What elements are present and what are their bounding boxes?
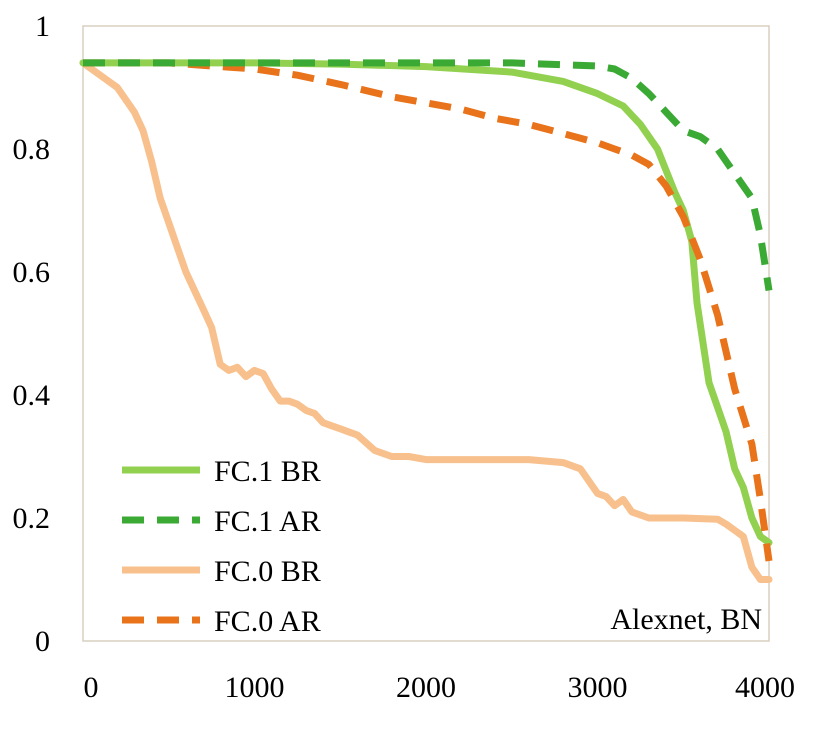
x-tick-label: 3000 <box>568 671 628 704</box>
series-line-fc-1-br <box>79 59 773 547</box>
x-tick-label: 4000 <box>735 671 795 704</box>
y-tick-label: 0.6 <box>13 256 51 289</box>
chart-annotation: Alexnet, BN <box>610 603 762 636</box>
y-tick-label: 0.8 <box>13 133 51 166</box>
series-line-fc-0-br <box>79 59 773 583</box>
series-line-fc-0-ar <box>83 59 773 562</box>
legend-label: FC.1 AR <box>214 505 321 538</box>
x-axis: 0 1000 2000 3000 4000 <box>84 671 796 704</box>
legend-label: FC.0 BR <box>214 555 321 588</box>
y-tick-label: 0.2 <box>13 502 51 535</box>
legend-label: FC.1 BR <box>214 455 321 488</box>
y-tick-label: 1 <box>35 10 50 43</box>
x-tick-label: 0 <box>84 671 99 704</box>
legend: FC.1 BR FC.1 AR FC.0 BR FC.0 AR <box>122 455 321 638</box>
x-tick-label: 1000 <box>225 671 285 704</box>
y-tick-label: 0 <box>35 625 50 658</box>
series-layer <box>79 59 773 583</box>
y-tick-label: 0.4 <box>13 379 51 412</box>
plot-area-border <box>82 25 770 642</box>
legend-label: FC.0 AR <box>214 605 321 638</box>
y-axis: 0 0.2 0.4 0.6 0.8 1 <box>13 10 51 658</box>
x-tick-label: 2000 <box>396 671 456 704</box>
series-line-fc-1-ar <box>83 59 773 292</box>
